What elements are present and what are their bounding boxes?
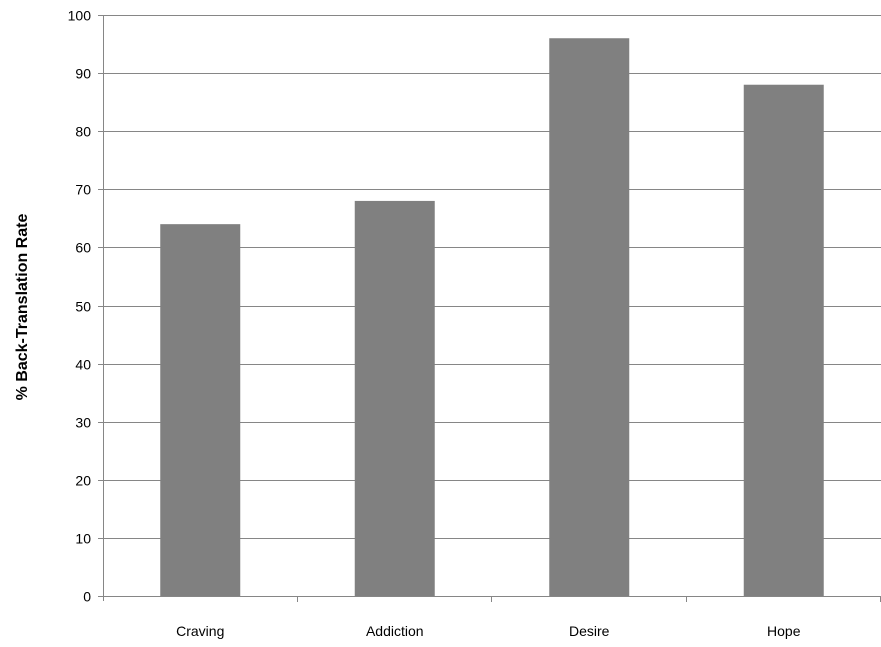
y-tick-label: 70 (75, 182, 91, 198)
y-tick-label: 40 (75, 357, 91, 373)
x-tick-labels: Craving Addiction Desire Hope (176, 623, 801, 639)
x-tick-label: Craving (176, 623, 224, 639)
y-tick-label: 20 (75, 473, 91, 489)
y-tick-label: 60 (75, 240, 91, 256)
y-tick-label: 30 (75, 415, 91, 431)
x-tick-label: Desire (569, 623, 610, 639)
y-tick-labels: 0 10 20 30 40 50 60 70 80 90 100 (68, 8, 92, 605)
x-tick-label: Addiction (366, 623, 424, 639)
bar-hope (743, 84, 824, 596)
axes (98, 15, 881, 602)
y-tick-label: 10 (75, 531, 91, 547)
bars (160, 38, 824, 597)
y-tick-label: 90 (75, 66, 91, 82)
y-tick-label: 80 (75, 124, 91, 140)
x-tick-label: Hope (767, 623, 801, 639)
bar-addiction (354, 200, 435, 597)
y-axis-label: % Back-Translation Rate (14, 214, 31, 401)
y-tick-label: 50 (75, 299, 91, 315)
bar-desire (549, 38, 630, 597)
y-tick-label: 100 (68, 8, 92, 24)
y-tick-label: 0 (83, 589, 91, 605)
bar-craving (160, 224, 241, 596)
